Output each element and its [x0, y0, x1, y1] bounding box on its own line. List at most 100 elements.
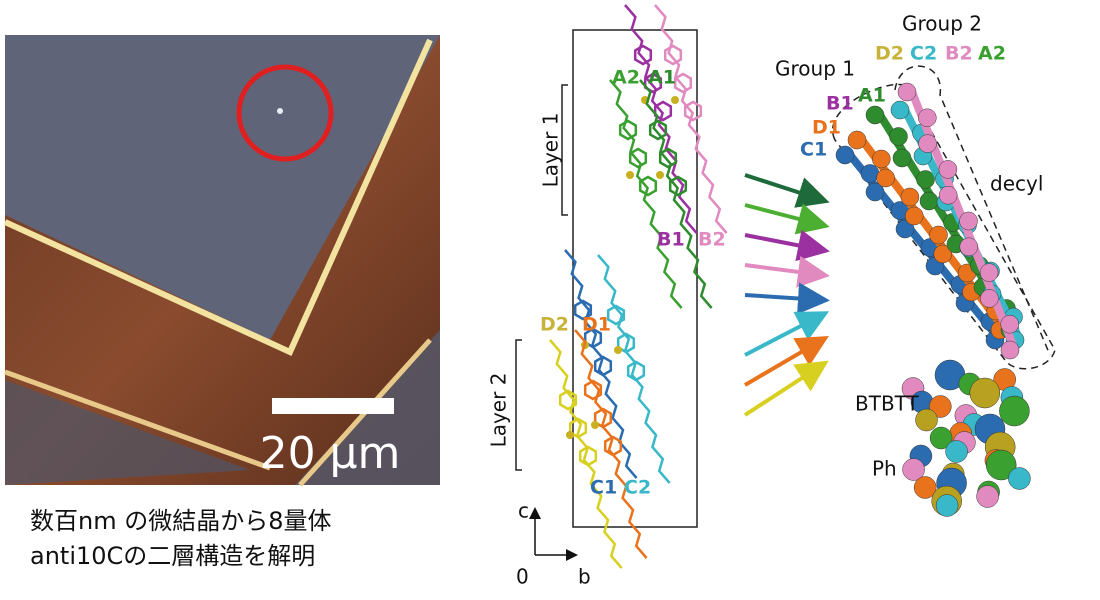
sulfur-atom [591, 421, 599, 429]
atom [1000, 340, 1020, 360]
sulfur-atom [566, 431, 574, 439]
caption-line: anti10Cの二層構造を解明 [30, 542, 315, 570]
atom [929, 225, 948, 245]
atom [985, 449, 1017, 481]
molecule-label: D1 [582, 314, 611, 336]
atom [915, 408, 938, 432]
layer-label: Layer 1 [539, 113, 563, 188]
aromatic-ring [683, 100, 703, 122]
arrow [744, 256, 830, 288]
aromatic-ring [648, 119, 668, 141]
atom [938, 185, 958, 205]
packing-diagram [515, 4, 728, 569]
sulfur-atom [656, 171, 664, 179]
aromatic-ring [618, 119, 638, 141]
aromatic-ring [568, 417, 588, 439]
atom [935, 494, 959, 517]
atom [1008, 467, 1031, 490]
caption-line: 数百nm の微結晶から8量体 [30, 507, 332, 535]
aromatic-ring [673, 72, 693, 94]
molecule-label: A2 [978, 43, 1006, 65]
scale-bar-label: 20 μm [260, 428, 401, 479]
aromatic-ring [578, 445, 598, 467]
axis-label: 0 [516, 565, 529, 589]
atom [876, 168, 895, 188]
molecular-model [832, 65, 1056, 517]
atom [872, 149, 891, 169]
aromatic-ring [626, 360, 646, 382]
atom [835, 145, 855, 165]
molecule-label: A1 [858, 85, 886, 107]
aromatic-ring [658, 147, 678, 169]
molecule-label: C2 [624, 477, 651, 499]
group-label: Group 1 [775, 57, 855, 81]
aromatic-ring [603, 435, 623, 457]
alkyl-chain [597, 254, 671, 484]
atom [1000, 314, 1019, 334]
aromatic-ring [653, 100, 673, 122]
atom [929, 395, 952, 418]
atom [938, 160, 958, 179]
molecule-label: C1 [590, 477, 617, 499]
arrow [744, 203, 830, 235]
atom [980, 289, 999, 308]
atom [916, 170, 935, 189]
arrow [743, 335, 829, 387]
atom [865, 182, 885, 202]
molecule-label: C2 [910, 43, 937, 65]
molecule-label: C1 [800, 139, 827, 161]
aromatic-ring [616, 332, 636, 354]
alkyl-chain [564, 249, 638, 479]
aromatic-ring [638, 175, 658, 197]
atom [860, 164, 880, 183]
aromatic-ring [633, 44, 653, 66]
aromatic-ring [663, 44, 683, 66]
atom [945, 440, 968, 463]
molecule-label: D2 [875, 43, 904, 65]
sulfur-atom [614, 346, 622, 354]
annotation: decyl [990, 172, 1043, 196]
group-label: Group 2 [902, 12, 982, 36]
alkyl-chain [549, 339, 623, 569]
atom [895, 219, 915, 239]
arrow [744, 173, 830, 208]
atom [933, 244, 953, 264]
aromatic-ring [643, 72, 663, 94]
atom [897, 82, 917, 102]
atom [979, 263, 999, 282]
annotation: BTBTT [855, 392, 920, 416]
molecule-label: A2 [612, 67, 640, 89]
arrows [743, 173, 830, 417]
atom [892, 148, 912, 168]
atom [959, 211, 978, 231]
atom [929, 426, 953, 450]
molecule-label: B1 [657, 229, 685, 251]
atom [847, 130, 867, 150]
molecule-label: B2 [945, 43, 973, 65]
arrow [743, 360, 829, 417]
axis-label: c [518, 499, 529, 523]
annotation: Ph [872, 457, 897, 481]
sulfur-atom [671, 96, 679, 104]
aromatic-ring [628, 147, 648, 169]
aromatic-ring [558, 389, 578, 411]
aromatic-ring [583, 327, 603, 349]
atom [902, 458, 925, 481]
axis-label: b [578, 565, 591, 589]
atom [900, 187, 920, 207]
atom [890, 100, 910, 120]
aromatic-ring [573, 299, 593, 321]
atom [919, 191, 939, 211]
molecule-label: B1 [826, 93, 854, 115]
micrograph: 20 μm [3, 35, 440, 487]
aromatic-ring [668, 175, 688, 197]
molecule-label: B2 [698, 229, 726, 251]
atom [969, 377, 1001, 409]
atom [865, 105, 885, 125]
aromatic-ring [606, 304, 626, 326]
atom [976, 485, 999, 508]
atom [918, 108, 937, 128]
atom [999, 395, 1030, 427]
aromatic-ring [593, 355, 613, 377]
